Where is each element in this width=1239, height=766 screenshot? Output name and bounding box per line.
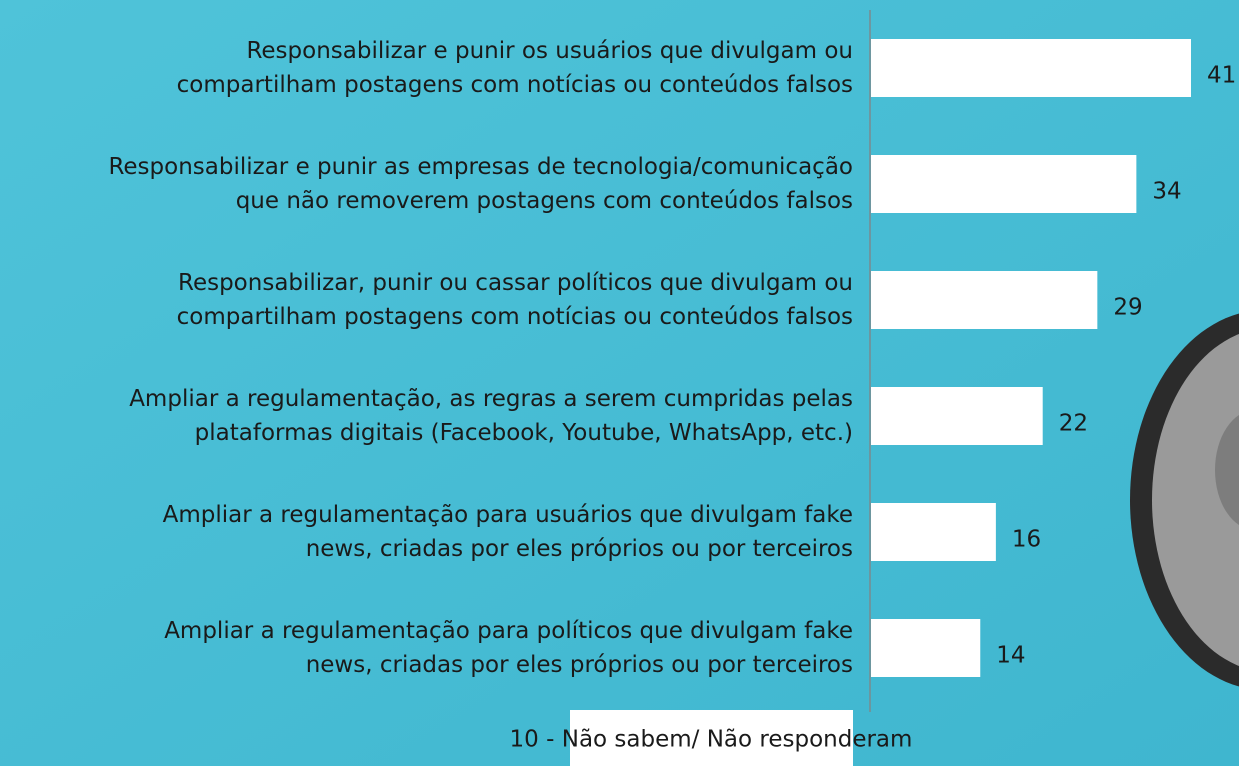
category-label-line: compartilham postagens com notícias ou c… [177,72,853,98]
category-label-line: Responsabilizar, punir ou cassar polític… [178,270,853,296]
category-label-line: Responsabilizar e punir os usuários que … [246,38,853,64]
value-label: 14 [996,643,1025,669]
value-label: 34 [1152,179,1181,205]
note: 10 - Não sabem/ Não responderam [510,727,913,753]
category-label-line: Ampliar a regulamentação para políticos … [164,618,853,644]
chart: 10 - Não sabem/ Não responderam Responsa… [0,0,1239,766]
category-label-line: news, criadas por eles próprios ou por t… [306,536,853,562]
value-label: 41 [1207,63,1236,89]
category-label-line: Responsabilizar e punir as empresas de t… [108,154,853,180]
category-label-line: Ampliar a regulamentação para usuários q… [163,502,853,528]
category-label-line: Ampliar a regulamentação, as regras a se… [129,386,853,412]
bar [871,619,980,677]
bar [871,271,1097,329]
page: {"chart_data": {"type": "bar", "orientat… [0,0,1239,766]
category-label-line: news, criadas por eles próprios ou por t… [306,652,853,678]
category-label-line: compartilham postagens com notícias ou c… [177,304,853,330]
value-label: 22 [1059,411,1088,437]
category-label-line: que não removerem postagens com conteúdo… [236,188,853,214]
value-label: 29 [1113,295,1142,321]
value-label: 16 [1012,527,1041,553]
category-label-line: plataformas digitais (Facebook, Youtube,… [195,420,853,446]
bar [871,387,1043,445]
bar [871,155,1136,213]
bar [871,503,996,561]
bar [871,39,1191,97]
